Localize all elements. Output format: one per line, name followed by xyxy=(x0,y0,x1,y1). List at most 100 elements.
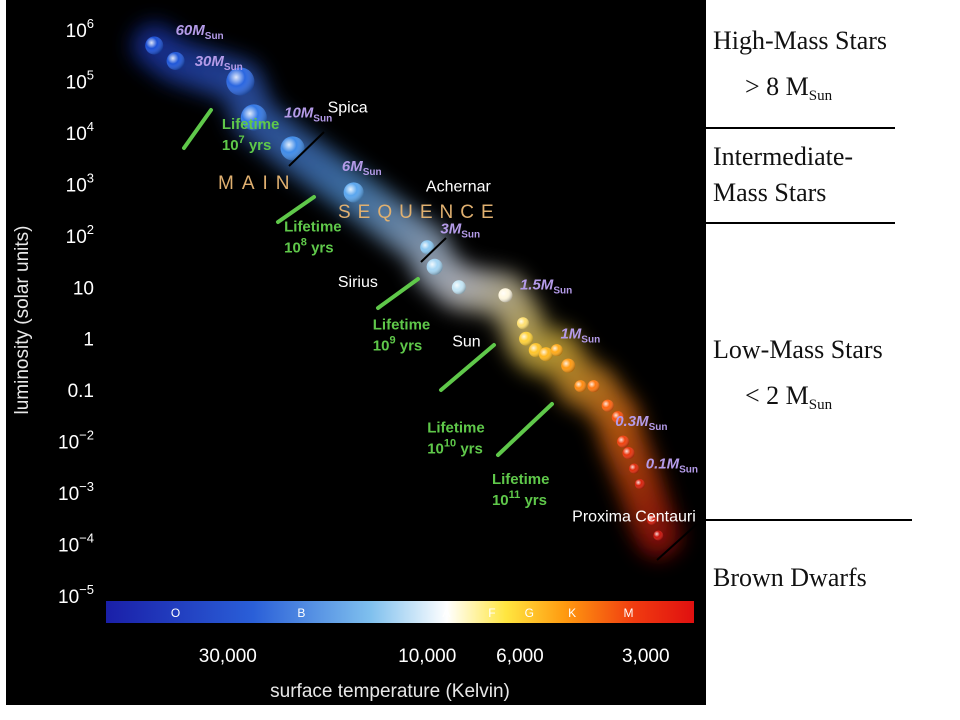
star-highlight xyxy=(601,399,614,412)
lifetime-leader-line xyxy=(376,277,420,310)
named-star-label: Sun xyxy=(452,334,480,351)
y-tick-base: 10 xyxy=(66,175,87,196)
y-tick-label: 10−3 xyxy=(58,479,94,505)
high-mass-detail-text: > 8 M xyxy=(745,72,809,101)
lifetime-exponent: 11 xyxy=(509,489,521,501)
star-highlight xyxy=(519,331,534,346)
stellar-mass-label: 10MSun xyxy=(284,104,332,124)
lifetime-exponent: 7 xyxy=(239,134,245,146)
star-highlight xyxy=(145,36,164,55)
y-tick-base: 10 xyxy=(73,278,94,299)
y-tick-base: 10 xyxy=(58,536,79,557)
y-tick-base: 10 xyxy=(66,124,87,145)
lifetime-base: 10 xyxy=(427,441,444,458)
y-tick-exponent: 4 xyxy=(87,119,94,134)
stellar-mass-value: 10M xyxy=(284,104,314,121)
y-tick-base: 10 xyxy=(58,587,79,608)
star-highlight xyxy=(587,380,600,393)
stellar-mass-label: 60MSun xyxy=(176,22,224,42)
named-star-label: Achernar xyxy=(426,178,492,195)
star-highlight xyxy=(538,347,553,362)
intermediate-mass-title: Intermediate- xyxy=(713,142,854,171)
y-tick-label: 10−5 xyxy=(58,582,94,608)
x-tick-label: 3,000 xyxy=(622,646,670,667)
y-tick-label: 105 xyxy=(66,67,94,93)
stellar-mass-label: 30MSun xyxy=(195,53,243,73)
spectral-class-label: M xyxy=(623,606,633,620)
named-star-label: Proxima Centauri xyxy=(572,509,696,526)
x-tick-label: 6,000 xyxy=(496,646,544,667)
star-highlight xyxy=(426,258,443,275)
x-axis-title: surface temperature (Kelvin) xyxy=(270,681,510,702)
lifetime-leader-line xyxy=(496,402,554,457)
named-star-label: Spica xyxy=(328,99,368,116)
separator-line xyxy=(695,127,895,129)
high-mass-title: High-Mass Stars xyxy=(713,26,888,55)
lifetime-base: 10 xyxy=(373,338,390,355)
y-tick-base: 10 xyxy=(66,21,87,42)
y-tick-label: 10 xyxy=(73,278,94,299)
lifetime-unit: yrs xyxy=(245,137,272,154)
star-highlight xyxy=(550,344,563,357)
intermediate-mass-title-2: Mass Stars xyxy=(713,178,827,207)
stellar-mass-label: 6MSun xyxy=(342,158,382,178)
stellar-mass-value: 3M xyxy=(440,221,461,238)
low-mass-detail: < 2 MSun xyxy=(745,381,832,420)
lifetime-label: Lifetime xyxy=(222,116,280,133)
spectral-class-label: F xyxy=(488,606,495,620)
stellar-mass-subscript: Sun xyxy=(679,465,698,476)
star-highlight xyxy=(166,51,185,70)
lifetime-value: 1011 yrs xyxy=(492,489,547,509)
stellar-mass-subscript: Sun xyxy=(363,167,382,178)
spectral-class-label: O xyxy=(171,606,180,620)
y-tick-label: 0.1 xyxy=(68,381,94,402)
stellar-mass-subscript: Sun xyxy=(461,230,480,241)
star-highlight xyxy=(611,411,624,424)
y-tick-label: 102 xyxy=(66,222,94,248)
star-highlight xyxy=(653,530,664,541)
y-tick-label: 10−4 xyxy=(58,531,94,557)
stellar-mass-value: 1.5M xyxy=(520,277,554,294)
x-tick-label: 30,000 xyxy=(199,646,257,667)
y-tick-base: 10 xyxy=(66,227,87,248)
spectral-class-label: B xyxy=(297,606,305,620)
stellar-mass-subscript: Sun xyxy=(205,31,224,42)
x-tick-label: 10,000 xyxy=(398,646,456,667)
stellar-mass-subscript: Sun xyxy=(581,335,600,346)
separator-line xyxy=(705,519,912,521)
y-tick-label: 1 xyxy=(83,330,94,351)
y-tick-base: 10 xyxy=(66,72,87,93)
star-highlight xyxy=(498,288,513,303)
y-tick-exponent: −2 xyxy=(79,428,94,443)
star-highlight xyxy=(517,317,530,330)
stellar-mass-subscript: Sun xyxy=(649,422,668,433)
spectral-class-label: K xyxy=(568,606,576,620)
lifetime-exponent: 9 xyxy=(389,335,395,347)
y-tick-label: 103 xyxy=(66,170,94,196)
lifetime-leader-line xyxy=(276,195,316,224)
star-highlight xyxy=(629,463,640,474)
lifetime-value: 1010 yrs xyxy=(427,438,483,458)
main-sequence-label: MAIN xyxy=(218,173,298,194)
lifetime-label: Lifetime xyxy=(373,317,431,334)
y-tick-base: 0.1 xyxy=(68,381,94,402)
stellar-mass-label: 0.1MSun xyxy=(646,456,698,476)
y-tick-exponent: −3 xyxy=(79,479,94,494)
y-tick-exponent: −4 xyxy=(79,531,94,546)
star-highlight xyxy=(617,435,630,448)
lifetime-unit: yrs xyxy=(307,240,334,257)
star-highlight xyxy=(343,182,364,203)
mass-class-divider xyxy=(420,237,447,263)
spectral-class-bar xyxy=(106,601,694,623)
stellar-mass-label: 1.5MSun xyxy=(520,277,572,297)
lifetime-value: 107 yrs xyxy=(222,134,272,154)
stellar-mass-value: 0.1M xyxy=(646,456,680,473)
star-highlight xyxy=(646,514,657,525)
hr-diagram-chart: O B A F G K M 30,000 10,000 6,000 3,000 surface tem… xyxy=(12,16,698,702)
low-mass-title: Low-Mass Stars xyxy=(713,335,883,364)
stellar-mass-value: 0.3M xyxy=(615,413,649,430)
mass-class-divider xyxy=(656,523,698,561)
star-highlight xyxy=(420,240,435,255)
brown-dwarfs-title: Brown Dwarfs xyxy=(713,563,867,592)
stellar-mass-value: 1M xyxy=(560,326,581,343)
